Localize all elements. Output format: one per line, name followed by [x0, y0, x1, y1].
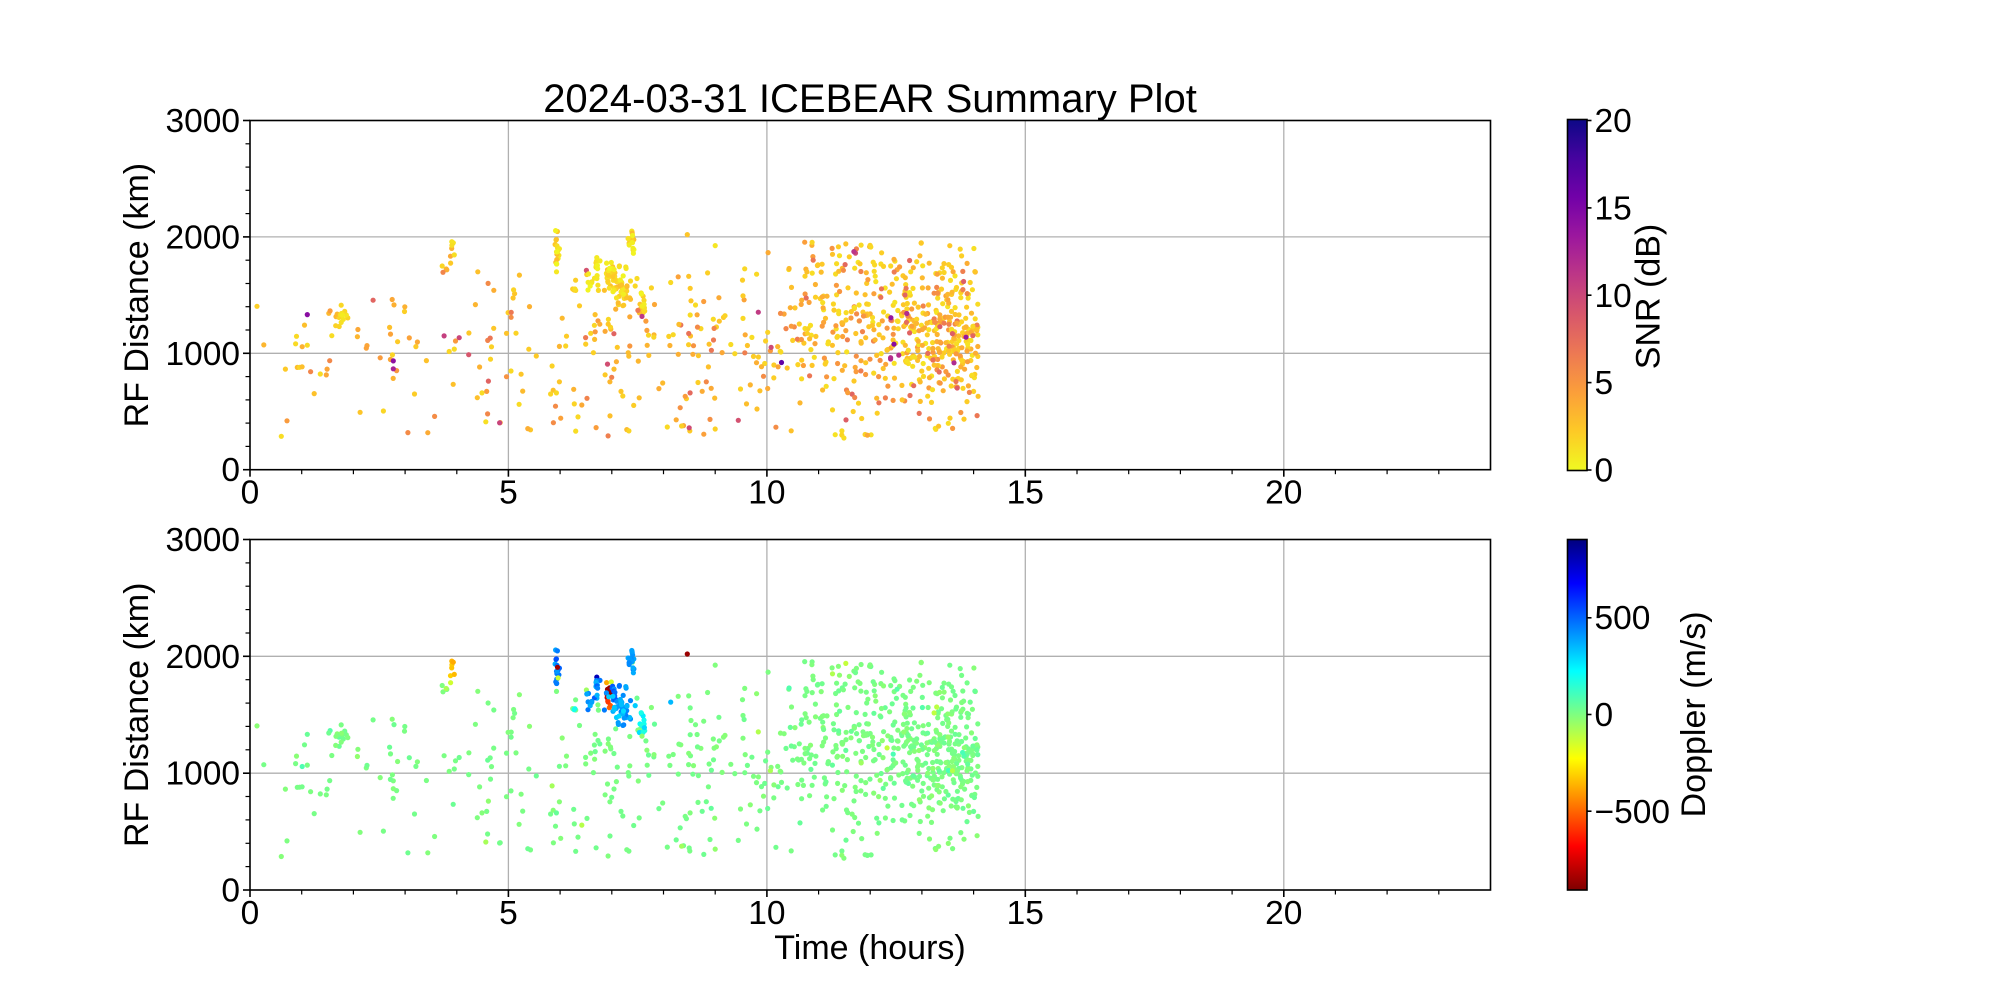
svg-text:0: 0: [1595, 453, 1614, 490]
svg-text:−500: −500: [1595, 794, 1670, 831]
svg-text:2024-03-31 ICEBEAR Summary Plo: 2024-03-31 ICEBEAR Summary Plot: [543, 77, 1197, 121]
svg-text:15: 15: [1595, 190, 1632, 227]
svg-text:20: 20: [1265, 475, 1302, 512]
svg-text:0: 0: [221, 452, 240, 489]
svg-text:15: 15: [1007, 475, 1044, 512]
svg-text:0: 0: [221, 873, 240, 910]
svg-text:1000: 1000: [165, 336, 240, 373]
svg-text:10: 10: [748, 895, 785, 932]
svg-text:500: 500: [1595, 600, 1651, 637]
svg-text:1000: 1000: [165, 756, 240, 793]
svg-text:Doppler (m/s): Doppler (m/s): [1675, 611, 1713, 817]
svg-text:10: 10: [748, 475, 785, 512]
svg-text:Time (hours): Time (hours): [774, 929, 965, 967]
svg-text:2000: 2000: [165, 639, 240, 676]
svg-text:10: 10: [1595, 278, 1632, 315]
svg-text:20: 20: [1265, 895, 1302, 932]
svg-text:RF Distance (km): RF Distance (km): [118, 583, 156, 847]
svg-text:20: 20: [1595, 103, 1632, 140]
svg-text:5: 5: [499, 475, 518, 512]
svg-text:0: 0: [1595, 697, 1614, 734]
svg-text:3000: 3000: [165, 103, 240, 140]
svg-text:SNR (dB): SNR (dB): [1629, 224, 1667, 369]
svg-text:0: 0: [241, 475, 260, 512]
svg-text:5: 5: [499, 895, 518, 932]
svg-text:3000: 3000: [165, 522, 240, 559]
svg-text:5: 5: [1595, 365, 1614, 402]
svg-text:2000: 2000: [165, 219, 240, 256]
svg-text:0: 0: [241, 895, 260, 932]
svg-text:RF Distance (km): RF Distance (km): [118, 163, 156, 427]
svg-text:15: 15: [1007, 895, 1044, 932]
